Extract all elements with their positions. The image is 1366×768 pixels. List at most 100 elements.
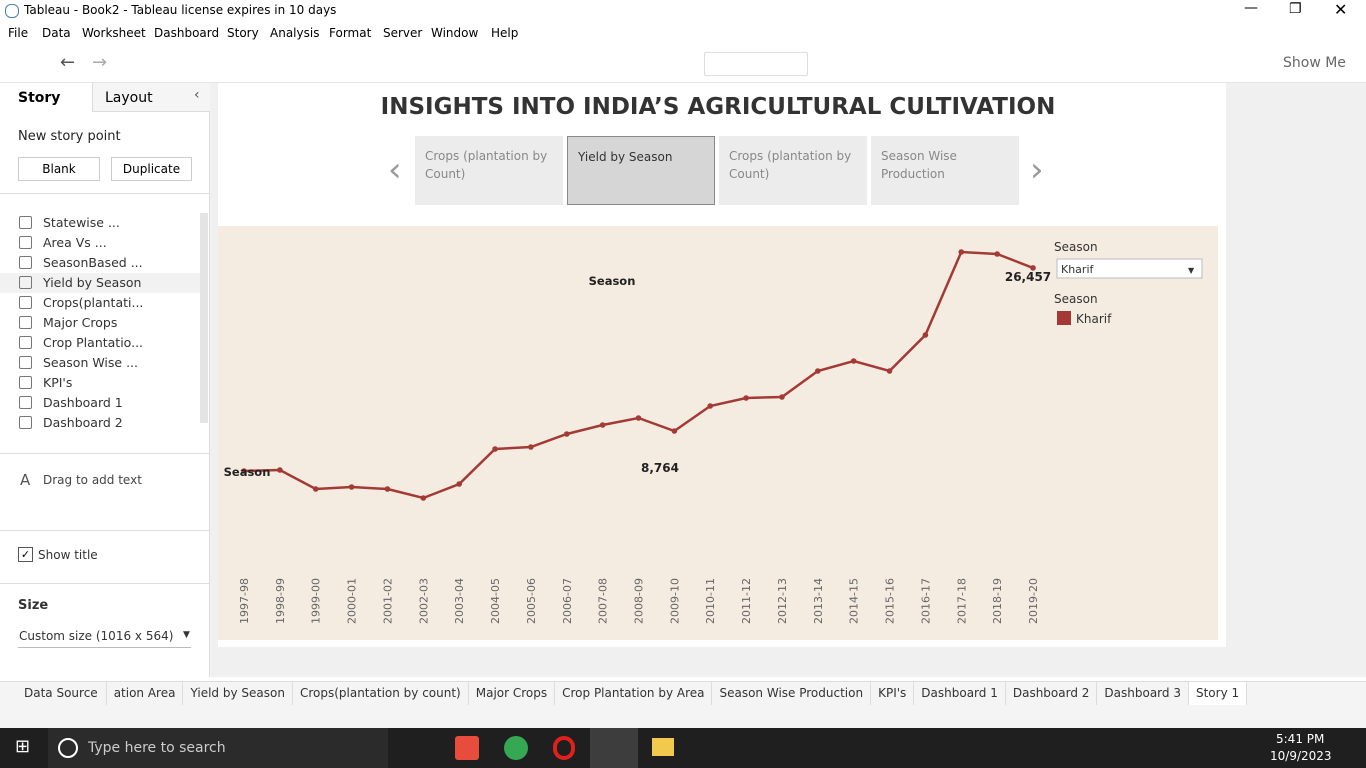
size-value[interactable]: Custom size (1016 x 564) — [19, 629, 174, 643]
menu-item[interactable]: Window — [431, 26, 479, 40]
sheet-tab[interactable]: Crop Plantation by Area — [555, 682, 713, 705]
explorer-icon[interactable] — [652, 738, 674, 756]
prev-point[interactable]: ‹ — [388, 150, 402, 190]
x-tick-label: 2013-14 — [812, 578, 825, 624]
layout-tab-bg — [92, 83, 210, 112]
next-point[interactable]: › — [1030, 150, 1044, 190]
legend-label: Kharif — [1076, 312, 1112, 326]
close[interactable]: ✕ — [1334, 0, 1348, 19]
point — [277, 467, 283, 473]
x-tick-label: 2007-08 — [597, 578, 610, 624]
menu-bar: File Data Worksheet Dashboard Story Analysis F… — [0, 24, 1366, 44]
sheet-icon — [19, 336, 32, 349]
sheet-tab[interactable]: Story 1 — [1188, 682, 1248, 705]
x-tick-label: 2004-05 — [489, 578, 502, 624]
sheet-name[interactable]: Yield by Season — [43, 275, 142, 290]
checkbox[interactable]: ✓ — [18, 547, 33, 562]
sheet-tab[interactable]: ation Area — [107, 682, 184, 705]
sheet-name[interactable]: Area Vs ... — [43, 235, 107, 250]
sheet-tab[interactable]: Dashboard 1 — [914, 682, 1006, 705]
story-point[interactable]: Season Wise Production — [871, 136, 1019, 205]
filter-value: Kharif — [1061, 263, 1095, 276]
point — [707, 403, 714, 409]
data-label: 8,764 — [641, 461, 679, 475]
sheet-name[interactable]: Statewise ... — [43, 215, 120, 230]
sheet-name[interactable]: Dashboard 1 — [43, 395, 123, 410]
x-tick-label: 1999-00 — [310, 578, 323, 624]
redo[interactable]: → — [92, 52, 108, 73]
point — [886, 368, 893, 374]
point — [384, 486, 391, 492]
new-story-point: New story point — [18, 129, 121, 144]
chrome-icon[interactable] — [504, 736, 528, 760]
point — [563, 431, 570, 437]
sheet-name[interactable]: KPI's — [43, 375, 73, 390]
x-tick-label: 2001-02 — [381, 578, 394, 624]
sheet-tab[interactable]: KPI's — [871, 682, 915, 705]
tableau-task[interactable] — [590, 728, 638, 768]
point — [599, 422, 606, 428]
point — [958, 249, 965, 255]
story-point[interactable]: Crops (plantation by Count) — [415, 136, 563, 205]
menu-item[interactable]: Data — [42, 26, 71, 40]
legend-title: Season — [1054, 292, 1098, 306]
fit-dropdown[interactable] — [704, 52, 808, 76]
app-icon[interactable] — [455, 736, 479, 760]
sheet-tab[interactable]: Dashboard 3 — [1097, 682, 1189, 705]
sheet-name[interactable]: Crops(plantati... — [43, 295, 144, 310]
sheet-name[interactable]: Dashboard 2 — [43, 415, 123, 430]
filter-title: Season — [1054, 240, 1098, 254]
story-point-caption: Crops (plantation by Count) — [425, 149, 548, 181]
story-point[interactable]: Crops (plantation by Count) — [719, 136, 867, 205]
menu-item[interactable]: File — [8, 26, 29, 40]
sheet-tab[interactable]: Yield by Season — [183, 682, 293, 705]
x-tick-label: 1998-99 — [274, 578, 287, 624]
x-tick-label: 2006-07 — [561, 578, 574, 624]
layout-tab[interactable]: Layout — [105, 90, 153, 106]
menu-item[interactable]: Dashboard — [154, 26, 220, 40]
opera-icon[interactable] — [553, 736, 575, 760]
sheet-tab[interactable]: Crops(plantation by count) — [293, 682, 469, 705]
start-button[interactable]: ⊞ — [15, 736, 31, 757]
story-point-caption: Crops (plantation by Count) — [729, 149, 852, 181]
size-dropdown-arrow[interactable]: ▼ — [183, 630, 190, 640]
search-box[interactable] — [48, 728, 388, 768]
sheet-list: Statewise ... Area Vs ... SeasonBased ... Y… — [0, 213, 200, 441]
menu-item[interactable]: Analysis — [270, 26, 320, 40]
sheet-icon — [19, 316, 32, 329]
menu-item[interactable]: Story — [227, 26, 259, 40]
menu-item[interactable]: Help — [491, 26, 519, 40]
sheet-tab[interactable]: Dashboard 2 — [1006, 682, 1098, 705]
point — [348, 484, 355, 490]
search-text[interactable]: Type here to search — [88, 740, 226, 756]
sheet-tab[interactable]: Major Crops — [469, 682, 556, 705]
sheet-name[interactable]: SeasonBased ... — [43, 255, 143, 270]
x-tick-label: 2019-20 — [1027, 578, 1040, 624]
show-title: Show title — [38, 548, 98, 562]
filter-dropdown[interactable] — [1056, 258, 1203, 279]
x-tick-label: 2008-09 — [633, 578, 646, 624]
menu-item[interactable]: Format — [329, 26, 372, 40]
window-title: Tableau - Book2 - Tableau license expire… — [24, 3, 337, 17]
sheet-name[interactable]: Major Crops — [43, 315, 118, 330]
undo[interactable]: ← — [60, 52, 76, 73]
x-tick-label: 2005-06 — [525, 578, 538, 624]
sheet-name[interactable]: Season Wise ... — [43, 355, 138, 370]
blank-button[interactable]: Blank — [18, 157, 100, 181]
x-tick-label: 2000-01 — [346, 578, 359, 624]
sheet-tab[interactable]: Season Wise Production — [712, 682, 872, 705]
sheet-tab[interactable]: Data Source — [0, 682, 107, 705]
menu-item[interactable]: Worksheet — [82, 26, 146, 40]
duplicate-button[interactable]: Duplicate — [111, 157, 192, 181]
maximize[interactable]: ❐ — [1289, 1, 1302, 17]
show-me[interactable]: Show Me — [1283, 55, 1346, 71]
menu-item[interactable]: Server — [383, 26, 423, 40]
collapse[interactable]: ‹ — [194, 87, 200, 103]
drag-text[interactable]: Drag to add text — [43, 473, 142, 487]
divider — [0, 453, 209, 454]
story-tab[interactable]: Story — [18, 90, 61, 106]
story-point[interactable]: Yield by Season — [567, 136, 715, 205]
search-icon — [58, 738, 78, 758]
sheet-name[interactable]: Crop Plantatio... — [43, 335, 144, 350]
minimize[interactable]: — — [1244, 0, 1258, 16]
